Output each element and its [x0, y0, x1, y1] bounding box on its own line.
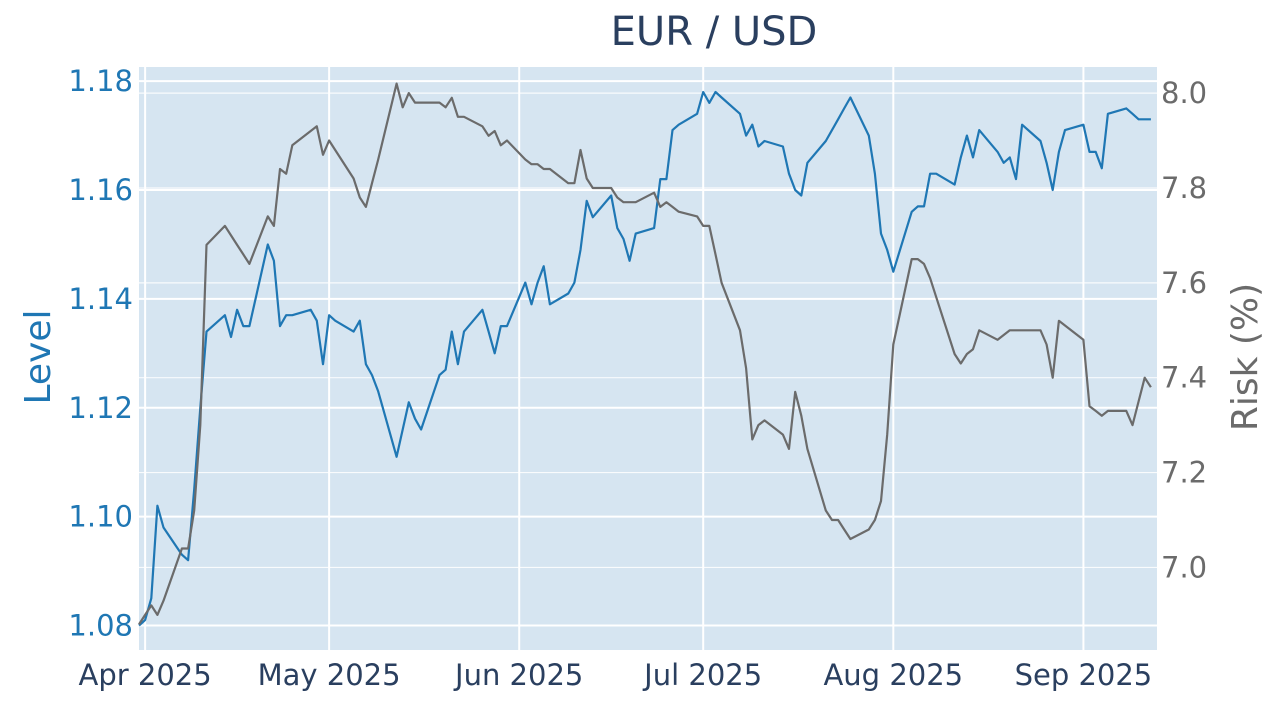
y-right-tick-label: 7.0: [1161, 550, 1207, 584]
x-tick-label: Jun 2025: [453, 658, 583, 692]
plot-area: [139, 67, 1157, 650]
x-tick-label: Apr 2025: [79, 658, 212, 692]
x-tick-label: Aug 2025: [823, 658, 963, 692]
series-lines: [138, 82, 1152, 627]
left-axis-ticks: 1.08 1.10 1.12 1.14 1.16 1.18: [68, 64, 133, 642]
chart-title: EUR / USD: [611, 9, 818, 55]
y-left-tick-label: 1.14: [68, 282, 133, 316]
right-axis-ticks: 7.0 7.2 7.4 7.6 7.8 8.0: [1161, 76, 1207, 584]
y-right-tick-label: 7.2: [1161, 456, 1207, 490]
x-axis-ticks: Apr 2025 May 2025 Jun 2025 Jul 2025 Aug 2025…: [79, 658, 1153, 692]
y-gridlines: [139, 80, 1157, 627]
y-right-tick-label: 7.4: [1161, 361, 1207, 395]
x-tick-label: May 2025: [258, 658, 401, 692]
y-right-tick-label: 7.8: [1161, 171, 1207, 205]
x-tick-label: Sep 2025: [1015, 658, 1153, 692]
left-axis-title: Level: [18, 309, 59, 404]
level-series-line: [138, 90, 1151, 627]
y-left-tick-label: 1.16: [68, 173, 133, 207]
y-left-tick-label: 1.18: [68, 64, 133, 98]
x-tick-label: Jul 2025: [642, 658, 762, 692]
y-right-tick-label: 7.6: [1161, 266, 1207, 300]
y-left-tick-label: 1.12: [68, 391, 133, 425]
y-left-tick-label: 1.08: [68, 609, 133, 643]
y-left-tick-label: 1.10: [68, 500, 133, 534]
right-axis-title: Risk (%): [1225, 283, 1266, 431]
risk-series-line: [138, 82, 1152, 625]
y-right-tick-label: 8.0: [1161, 76, 1207, 110]
